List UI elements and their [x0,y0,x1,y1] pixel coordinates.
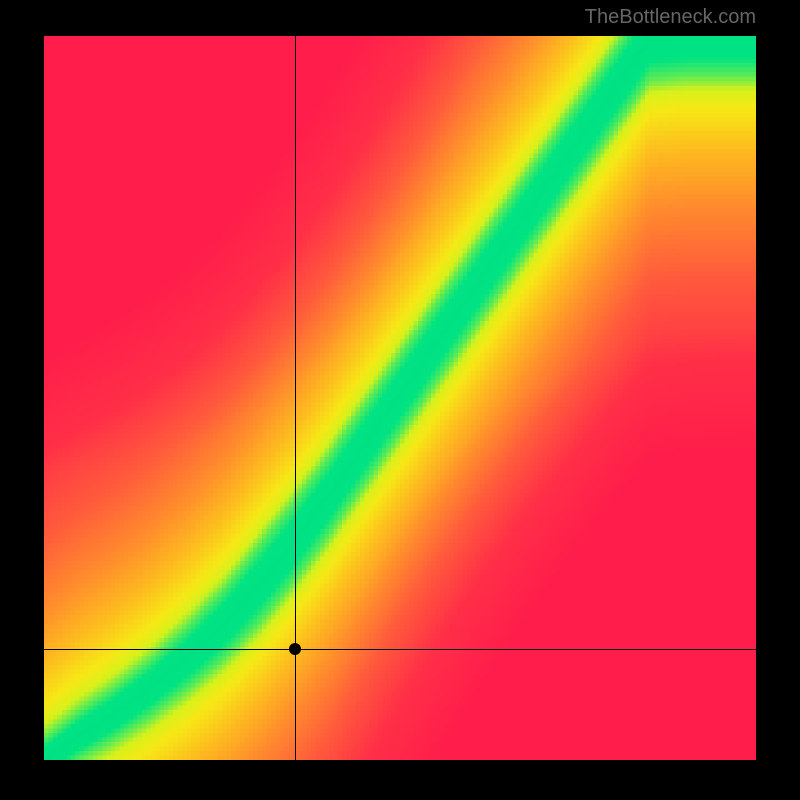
selected-point-marker [289,643,301,655]
bottleneck-heatmap [44,36,756,760]
plot-frame [44,36,756,760]
watermark-text: TheBottleneck.com [585,6,756,29]
crosshair-horizontal [44,649,756,650]
